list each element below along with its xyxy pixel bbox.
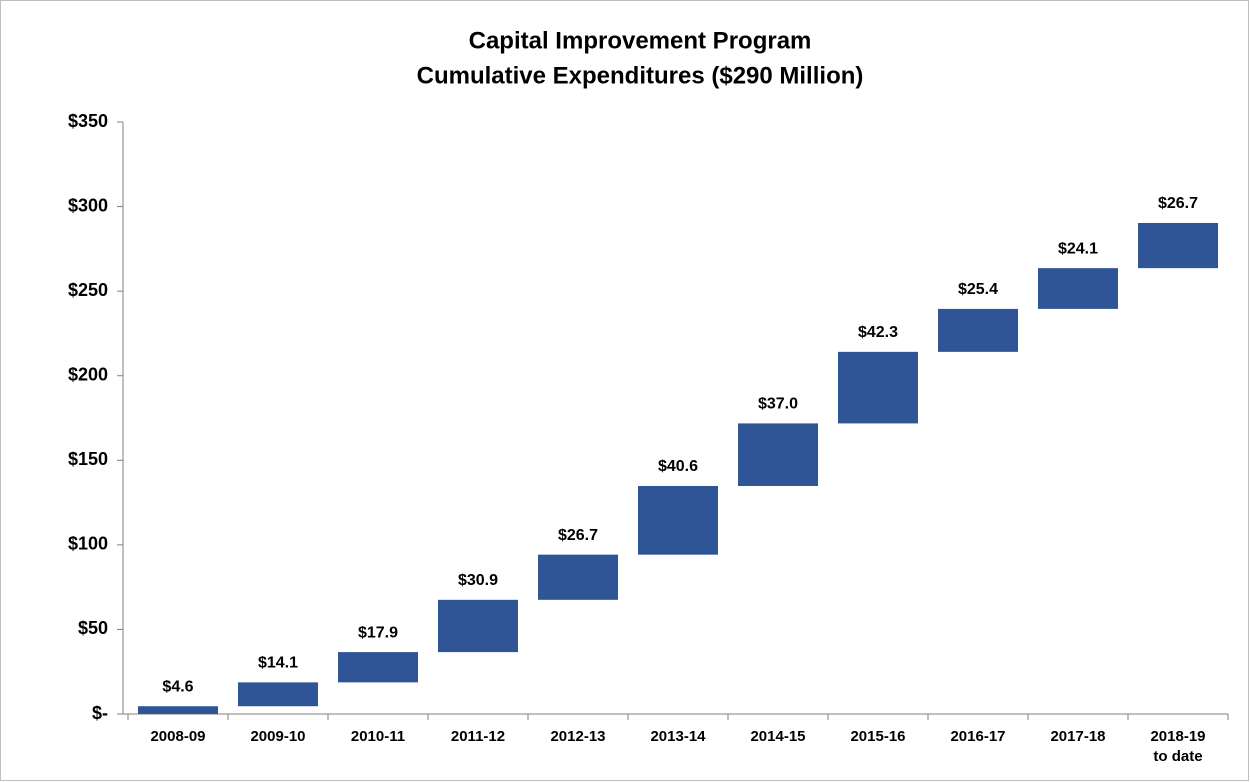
data-label: $17.9	[358, 624, 398, 641]
bar	[938, 308, 1018, 352]
x-tick-label: 2018-19 to date	[1150, 728, 1206, 765]
bar	[438, 599, 518, 653]
bar	[1038, 268, 1118, 309]
data-label: $37.0	[758, 396, 798, 413]
x-tick-label: 2009-10	[250, 728, 306, 745]
data-label: $24.1	[1058, 240, 1098, 257]
data-label: $30.9	[458, 572, 498, 589]
chart-title: Capital Improvement Program	[469, 27, 812, 54]
y-tick-label: $-	[92, 703, 108, 723]
x-tick-label: 2012-13	[550, 728, 606, 745]
x-tick-label: 2008-09	[150, 728, 206, 745]
bar	[1138, 222, 1218, 269]
x-tick-label: 2014-15	[750, 728, 806, 745]
x-tick-label: 2016-17	[950, 728, 1006, 745]
bar	[638, 485, 718, 555]
x-tick-label: 2011-12	[450, 728, 506, 745]
x-tick-label: 2015-16	[850, 728, 906, 745]
data-label: $26.7	[558, 527, 598, 544]
bar	[838, 351, 918, 424]
y-tick-label: $250	[68, 280, 108, 300]
data-label: $4.6	[162, 678, 193, 695]
bar	[538, 554, 618, 600]
data-label: $25.4	[958, 281, 998, 298]
bar	[738, 423, 818, 486]
y-tick-label: $50	[78, 618, 108, 638]
chart-subtitle: Cumulative Expenditures ($290 Million)	[417, 62, 864, 89]
bar	[338, 652, 418, 683]
bar	[238, 682, 318, 707]
y-tick-label: $150	[68, 449, 108, 469]
x-tick-label: 2010-11	[350, 728, 406, 745]
bar	[138, 706, 218, 714]
data-label: $26.7	[1158, 195, 1198, 212]
y-tick-label: $100	[68, 534, 108, 554]
data-label: $42.3	[858, 324, 898, 341]
y-tick-label: $350	[68, 111, 108, 131]
y-tick-label: $300	[68, 195, 108, 215]
data-label: $14.1	[258, 655, 298, 672]
x-tick-label: 2017-18	[1050, 728, 1106, 745]
y-tick-label: $200	[68, 364, 108, 384]
x-tick-label: 2013-14	[650, 728, 706, 745]
data-label: $40.6	[658, 458, 698, 475]
